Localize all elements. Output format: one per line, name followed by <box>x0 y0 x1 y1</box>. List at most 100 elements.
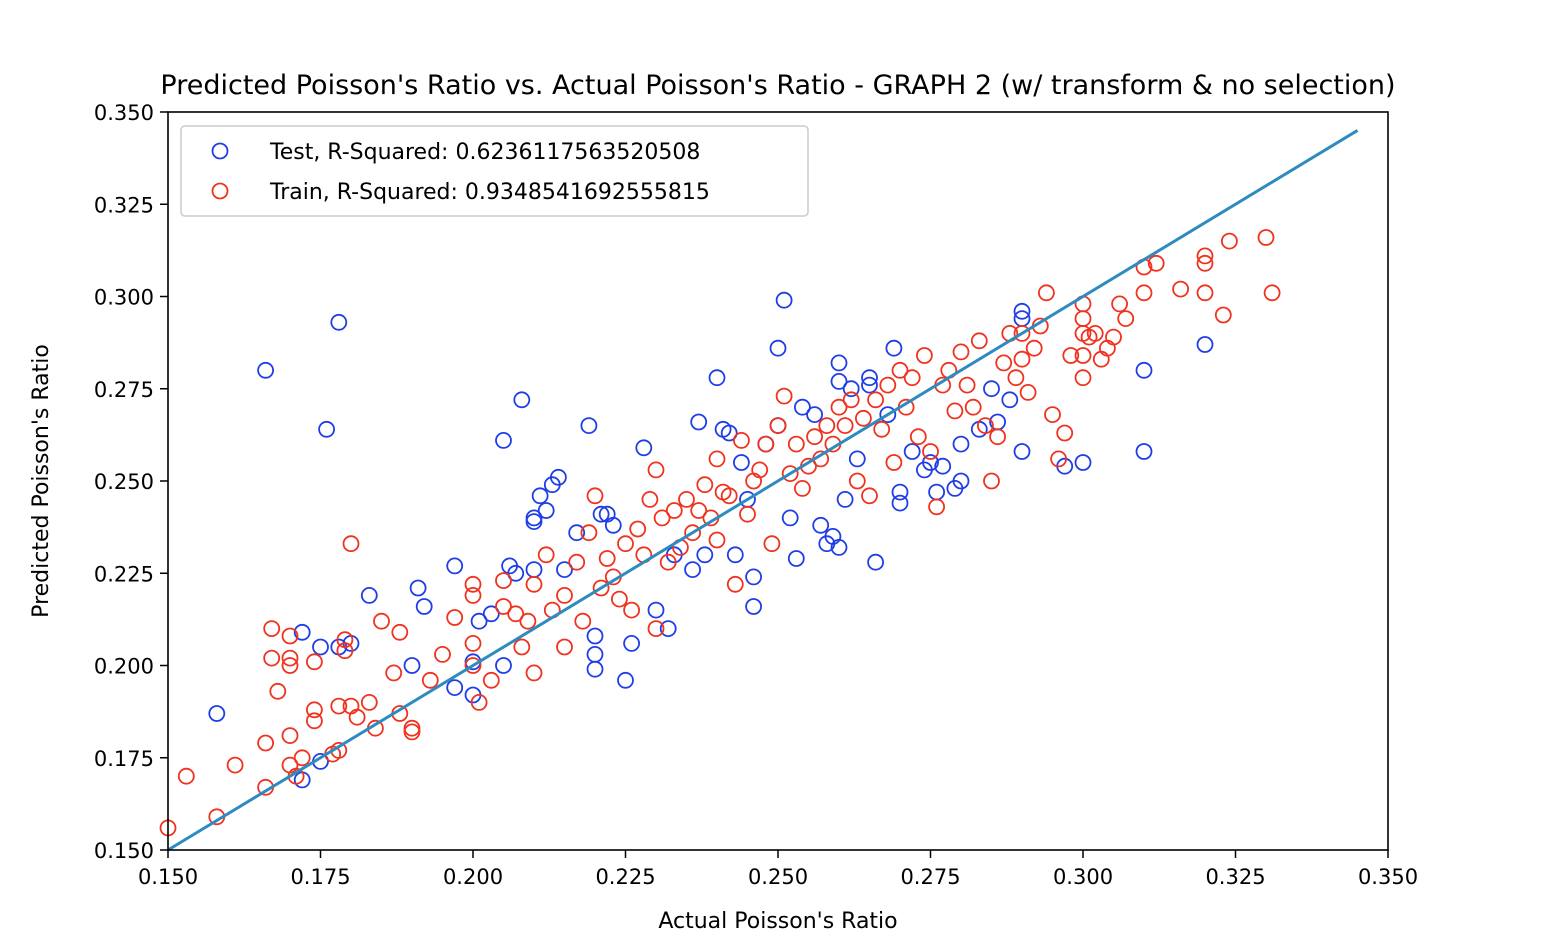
data-point <box>1135 284 1153 302</box>
data-point <box>342 535 360 553</box>
data-point <box>806 428 823 446</box>
data-point <box>507 605 525 623</box>
data-point <box>623 635 640 652</box>
data-point <box>952 472 970 490</box>
data-point <box>257 361 275 379</box>
data-point <box>592 505 610 523</box>
data-point <box>745 568 762 586</box>
data-point <box>305 712 323 730</box>
data-point <box>708 531 726 549</box>
data-point <box>635 439 653 457</box>
data-point <box>726 575 744 593</box>
legend-box <box>180 125 809 217</box>
data-point <box>446 557 464 575</box>
data-point <box>360 694 378 711</box>
data-point <box>861 376 878 394</box>
data-point <box>690 502 708 519</box>
data-point <box>495 572 512 589</box>
data-point <box>684 561 701 578</box>
data-point <box>580 417 598 435</box>
data-point <box>916 347 933 364</box>
data-point <box>836 417 854 435</box>
data-point <box>513 638 531 656</box>
data-points <box>159 229 1281 837</box>
data-point <box>1013 350 1031 368</box>
data-point <box>970 332 988 350</box>
data-point <box>775 387 793 405</box>
data-point <box>836 490 854 508</box>
x-tick-label: 0.175 <box>290 865 350 889</box>
data-point <box>482 605 500 623</box>
data-point <box>647 620 665 637</box>
data-point <box>403 719 421 737</box>
data-point <box>653 509 671 527</box>
y-axis: 0.150 0.175 0.200 0.225 0.250 0.275 0.300 0.325… <box>94 101 168 863</box>
data-point <box>751 461 769 479</box>
data-point <box>922 443 939 460</box>
data-point <box>830 539 848 556</box>
data-point <box>708 369 726 387</box>
data-point <box>818 417 836 435</box>
data-point <box>568 553 586 571</box>
data-point <box>586 627 604 645</box>
data-point <box>550 468 567 486</box>
data-point <box>696 546 714 564</box>
data-point <box>928 483 945 501</box>
data-point <box>208 705 226 722</box>
data-point <box>867 391 884 409</box>
data-point <box>781 509 799 527</box>
x-axis: 0.150 0.175 0.200 0.225 0.250 0.275 0.300 0.325… <box>138 850 1418 889</box>
data-point <box>1135 443 1153 460</box>
data-point <box>336 642 354 660</box>
data-point <box>464 657 482 674</box>
data-point <box>525 664 543 682</box>
data-point <box>1221 232 1238 250</box>
x-tick-label: 0.150 <box>138 865 198 889</box>
data-point <box>958 376 976 394</box>
data-point <box>909 428 927 446</box>
data-point <box>696 476 714 494</box>
data-point <box>586 660 604 678</box>
x-tick-label: 0.250 <box>748 865 808 889</box>
data-point <box>617 671 634 689</box>
data-point <box>1007 369 1025 387</box>
data-point <box>806 406 823 424</box>
data-point <box>330 697 348 715</box>
data-point <box>1074 310 1092 328</box>
data-point <box>879 406 897 424</box>
data-point <box>1062 347 1080 364</box>
data-point <box>1147 254 1165 272</box>
data-point <box>336 631 354 649</box>
data-point <box>623 601 640 619</box>
data-point <box>995 354 1013 372</box>
data-point <box>861 487 878 505</box>
data-point <box>739 505 756 523</box>
data-point <box>733 454 750 471</box>
data-point <box>659 620 677 637</box>
data-point <box>848 450 866 468</box>
data-point <box>1013 324 1031 342</box>
data-point <box>647 601 665 619</box>
data-point <box>177 767 195 785</box>
data-point <box>861 369 878 387</box>
data-point <box>1074 369 1092 387</box>
data-point <box>556 561 573 578</box>
data-point <box>482 671 500 689</box>
data-point <box>525 509 543 527</box>
data-point <box>263 620 281 637</box>
data-point <box>531 487 549 505</box>
data-point <box>263 649 281 667</box>
data-point <box>946 402 964 420</box>
data-point <box>977 417 994 435</box>
series-0 <box>208 291 1214 789</box>
data-point <box>891 494 909 512</box>
data-point <box>519 612 537 630</box>
data-point <box>903 369 921 387</box>
legend: Test, R-Squared: 0.6236117563520508 Trai… <box>180 125 809 217</box>
data-point <box>983 472 1000 490</box>
data-point <box>641 490 659 508</box>
data-point <box>421 671 439 689</box>
data-point <box>873 420 891 438</box>
data-point <box>464 635 482 652</box>
x-tick-label: 0.275 <box>900 865 960 889</box>
